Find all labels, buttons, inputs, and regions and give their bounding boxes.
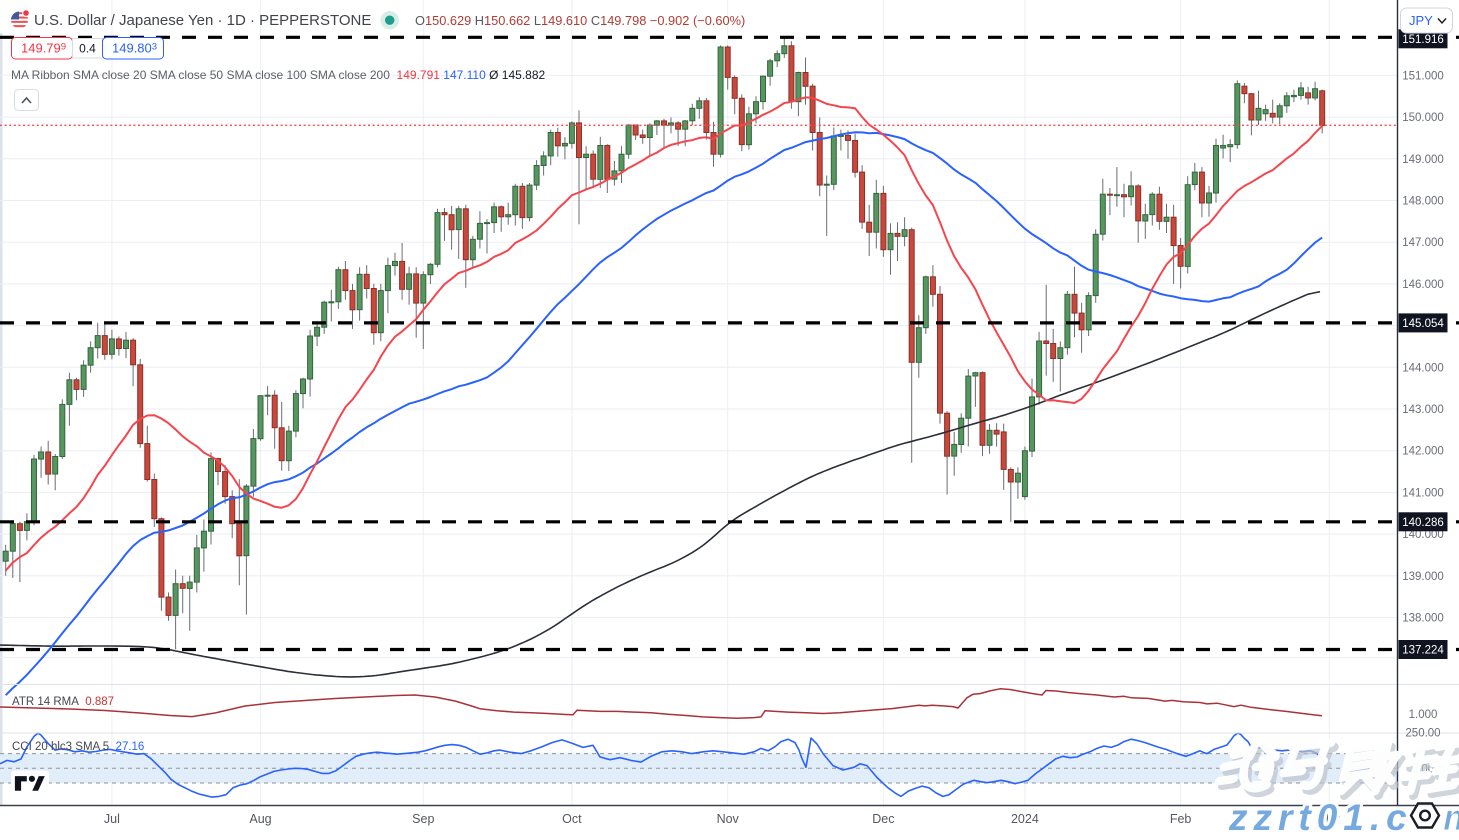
svg-text:144.000: 144.000 (1402, 362, 1444, 374)
svg-text:141.000: 141.000 (1402, 487, 1444, 499)
svg-text:149.803: 149.803 (112, 41, 157, 56)
svg-text:140.000: 140.000 (1402, 529, 1444, 541)
svg-text:142.000: 142.000 (1402, 446, 1444, 458)
svg-text:0.4: 0.4 (79, 42, 96, 56)
svg-text:150.000: 150.000 (1402, 112, 1444, 124)
svg-text:140.286: 140.286 (1402, 517, 1444, 529)
svg-text:CCI 20 hlc3 SMA 5 27.16: CCI 20 hlc3 SMA 5 27.16 (12, 741, 144, 753)
svg-text:Dec: Dec (872, 812, 894, 826)
svg-text:148.000: 148.000 (1402, 196, 1444, 208)
svg-text:137.224: 137.224 (1402, 645, 1444, 657)
svg-text:Oct: Oct (562, 812, 582, 826)
svg-text:JPY: JPY (1409, 13, 1433, 28)
svg-text:Jul: Jul (104, 812, 120, 826)
svg-text:zzrt01.c: zzrt01.c (1228, 797, 1413, 835)
svg-text:Nov: Nov (717, 812, 740, 826)
svg-text:Mar: Mar (1319, 812, 1341, 826)
svg-text:147.000: 147.000 (1402, 237, 1444, 249)
svg-text:151.916: 151.916 (1402, 34, 1444, 46)
svg-text:m: m (1443, 797, 1459, 835)
svg-text:149.799: 149.799 (21, 41, 66, 56)
svg-text:MA Ribbon SMA close 20 SMA clo: MA Ribbon SMA close 20 SMA close 50 SMA … (11, 68, 545, 82)
svg-text:Feb: Feb (1170, 812, 1192, 826)
svg-text:Sep: Sep (412, 812, 434, 826)
svg-text:250.00: 250.00 (1405, 728, 1440, 740)
svg-text:U.S. Dollar / Japanese Yen · 1: U.S. Dollar / Japanese Yen · 1D · PEPPER… (34, 12, 371, 29)
svg-text:zzrt01.c: zzrt01.c (1228, 797, 1413, 835)
svg-text:Aug: Aug (249, 812, 271, 826)
svg-text:149.000: 149.000 (1402, 154, 1444, 166)
svg-text:1.000: 1.000 (1409, 709, 1438, 721)
svg-text:ATR 14 RMA 0.887: ATR 14 RMA 0.887 (12, 696, 114, 708)
svg-text:151.000: 151.000 (1402, 70, 1444, 82)
svg-text:143.000: 143.000 (1402, 404, 1444, 416)
svg-text:2024: 2024 (1011, 812, 1039, 826)
svg-text:145.054: 145.054 (1402, 318, 1444, 330)
svg-text:139.000: 139.000 (1402, 571, 1444, 583)
svg-text:138.000: 138.000 (1402, 613, 1444, 625)
svg-text:146.000: 146.000 (1402, 279, 1444, 291)
svg-text:O150.629 H150.662 L149.610 C14: O150.629 H150.662 L149.610 C149.798 −0.9… (415, 13, 745, 28)
